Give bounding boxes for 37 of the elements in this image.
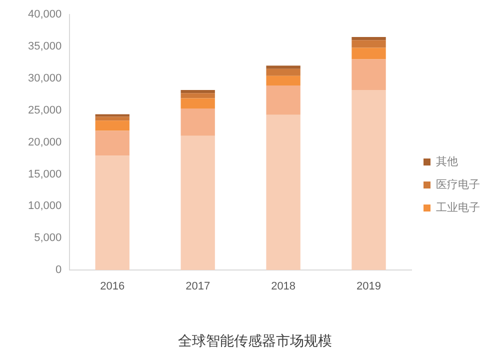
x-tick-label: 2019 (356, 280, 382, 293)
y-tick-label: 30,000 (28, 72, 62, 84)
bar (352, 59, 386, 90)
bar (180, 98, 215, 108)
y-tick-label: 10,000 (28, 200, 62, 212)
bar (266, 66, 300, 69)
bar (180, 90, 215, 94)
y-tick-label: 40,000 (28, 8, 62, 21)
bar (180, 136, 215, 270)
bar (352, 40, 386, 48)
x-tick-label: 2017 (186, 280, 210, 293)
x-tick-label: 2016 (100, 280, 125, 293)
bar (352, 90, 386, 270)
legend-label: 其他 (436, 155, 458, 168)
bar (266, 76, 300, 86)
legend-label: 工业电子 (436, 201, 480, 214)
text: 全球智能传感器市场规模 (178, 332, 332, 348)
bar (352, 36, 386, 40)
legend-label: 医疗电子 (436, 178, 480, 192)
y-tick-label: 35,000 (28, 40, 62, 53)
y-tick-label: 15,000 (28, 168, 62, 180)
bar (266, 68, 300, 76)
bar (180, 93, 215, 98)
bar (95, 120, 130, 131)
bar (266, 114, 300, 270)
y-tick-label: 20,000 (28, 136, 62, 148)
y-tick-label: 25,000 (28, 104, 62, 116)
bar (180, 108, 215, 136)
bar (95, 116, 130, 121)
bar (266, 85, 300, 115)
bar (95, 156, 130, 270)
y-tick-label: 0 (56, 264, 62, 276)
bar (95, 130, 130, 156)
bar (352, 48, 386, 60)
bar (95, 114, 130, 117)
y-tick-label: 5,000 (34, 232, 62, 244)
x-tick-label: 2018 (271, 280, 296, 293)
